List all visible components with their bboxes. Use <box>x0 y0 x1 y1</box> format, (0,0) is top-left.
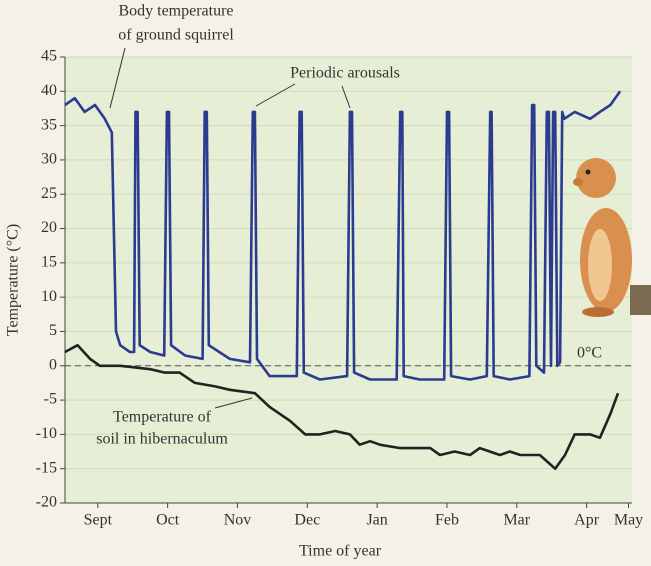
x-tick-label: Oct <box>156 512 180 529</box>
squirrel-illustration <box>573 158 651 317</box>
x-tick-label: Sept <box>84 512 113 529</box>
y-tick-label: -20 <box>36 494 57 511</box>
leader-line <box>255 83 296 107</box>
x-tick-label: Nov <box>224 512 252 529</box>
y-tick-label: 45 <box>41 48 57 65</box>
y-tick-label: 35 <box>41 116 57 133</box>
annotation: of ground squirrel <box>118 27 234 44</box>
y-tick-label: 10 <box>41 288 57 305</box>
leader-line <box>214 397 253 409</box>
annotation: soil in hibernaculum <box>96 431 228 448</box>
y-tick-label: 25 <box>41 185 57 202</box>
y-tick-label: -10 <box>36 425 57 442</box>
reference-label: 0°C <box>577 344 602 361</box>
annotation: Temperature of <box>113 409 212 426</box>
y-tick-label: 15 <box>41 254 57 271</box>
annotation: Periodic arousals <box>290 65 400 82</box>
y-axis-label: Temperature (°C) <box>5 224 22 336</box>
y-tick-label: -5 <box>44 391 57 408</box>
y-tick-label: 5 <box>49 322 57 339</box>
y-tick-label: 20 <box>41 219 57 236</box>
y-tick-label: 30 <box>41 151 57 168</box>
y-tick-label: -15 <box>36 459 57 476</box>
x-tick-label: Jan <box>366 512 387 529</box>
leader-line <box>109 47 126 109</box>
series-line <box>64 90 622 381</box>
annotation: Body temperature <box>118 3 233 20</box>
x-tick-label: Mar <box>503 512 530 529</box>
series-line <box>64 343 620 470</box>
x-tick-label: Feb <box>435 512 459 529</box>
x-tick-label: Dec <box>294 512 320 529</box>
y-tick-label: 40 <box>41 82 57 99</box>
x-tick-label: May <box>614 512 643 529</box>
x-tick-label: Apr <box>574 512 600 529</box>
leader-line <box>341 85 351 109</box>
y-tick-label: 0 <box>49 356 57 373</box>
x-axis-label: Time of year <box>299 543 382 560</box>
